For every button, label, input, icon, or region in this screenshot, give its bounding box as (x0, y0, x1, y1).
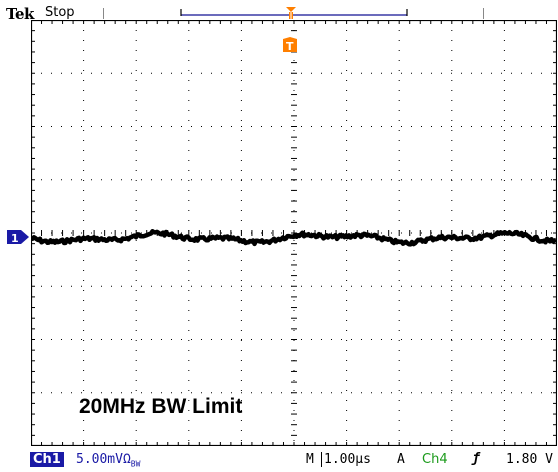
coupling-omega-icon: Ω (122, 452, 131, 467)
top-tick (103, 8, 104, 19)
bandwidth-limit-icon: BW (130, 459, 141, 469)
bottom-readout-bar: Ch1 5.00mVΩBW M 1.00µs A Ch4 ƒ 1.80 V (0, 448, 558, 470)
acquisition-state: Stop (45, 5, 75, 20)
trigger-source[interactable]: Ch4 (422, 452, 448, 467)
bandwidth-limit-annotation: 20MHz BW Limit (79, 395, 243, 418)
trigger-marker-icon[interactable]: T (283, 37, 299, 53)
timebase-label: M (306, 452, 314, 467)
top-status-bar: Tek Stop (0, 0, 558, 23)
trigger-marker-label: T (286, 40, 294, 53)
trigger-position-icon (286, 7, 296, 19)
channel-1-trace (31, 228, 557, 247)
brand-logo: Tek (6, 5, 34, 23)
channel-marker-label: 1 (11, 232, 19, 245)
channel-1-scale[interactable]: 5.00mVΩBW (76, 452, 140, 472)
record-view-indicator[interactable] (0, 0, 558, 20)
channel-1-ground-marker-icon[interactable]: 1 (7, 230, 29, 246)
channel-1-badge[interactable]: Ch1 (30, 452, 64, 467)
channel-scale-value: 5.00mV (76, 452, 123, 467)
top-tick (483, 8, 484, 19)
trigger-level[interactable]: 1.80 V (506, 452, 553, 467)
timebase-value[interactable]: 1.00µs (321, 452, 371, 467)
graticule (31, 20, 557, 446)
trigger-mode: A (397, 452, 405, 467)
rising-edge-icon[interactable]: ƒ (472, 451, 480, 466)
waveform-display[interactable] (31, 20, 557, 446)
